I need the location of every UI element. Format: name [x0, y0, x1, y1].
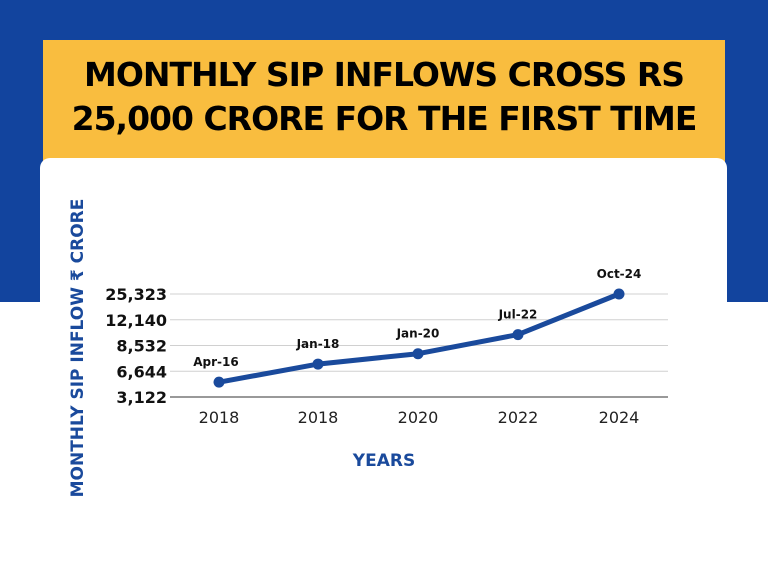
x-axis-label: YEARS	[352, 451, 416, 471]
y-axis-label: MONTHLY SIP INFLOW ₹ CRORE	[68, 198, 88, 498]
y-tick-label: 12,140	[105, 311, 167, 330]
x-tick-label: 2022	[498, 408, 539, 427]
chart-title: MONTHLY SIP INFLOWS CROSS RS 25,000 CROR…	[71, 55, 698, 138]
x-tick-label: 2018	[199, 408, 240, 427]
y-tick-label: 3,122	[116, 388, 167, 407]
data-point	[613, 288, 625, 300]
data-label: Apr-16	[193, 355, 238, 369]
title-banner: MONTHLY SIP INFLOWS CROSS RS 25,000 CROR…	[43, 40, 725, 162]
x-tick-label: 2020	[398, 408, 439, 427]
x-tick-label: 2018	[298, 408, 339, 427]
x-tick-label: 2024	[599, 408, 640, 427]
data-label: Jan-18	[296, 337, 340, 351]
data-label: Oct-24	[597, 267, 642, 281]
data-label: Jul-22	[498, 308, 538, 322]
y-tick-label: 25,323	[105, 285, 167, 304]
y-tick-label: 6,644	[116, 362, 167, 381]
chart-card	[40, 158, 727, 578]
data-point	[412, 348, 424, 360]
data-point	[213, 376, 225, 388]
data-point	[312, 358, 324, 370]
y-tick-label: 8,532	[116, 337, 167, 356]
data-label: Jan-20	[396, 327, 440, 341]
data-point	[512, 329, 524, 341]
